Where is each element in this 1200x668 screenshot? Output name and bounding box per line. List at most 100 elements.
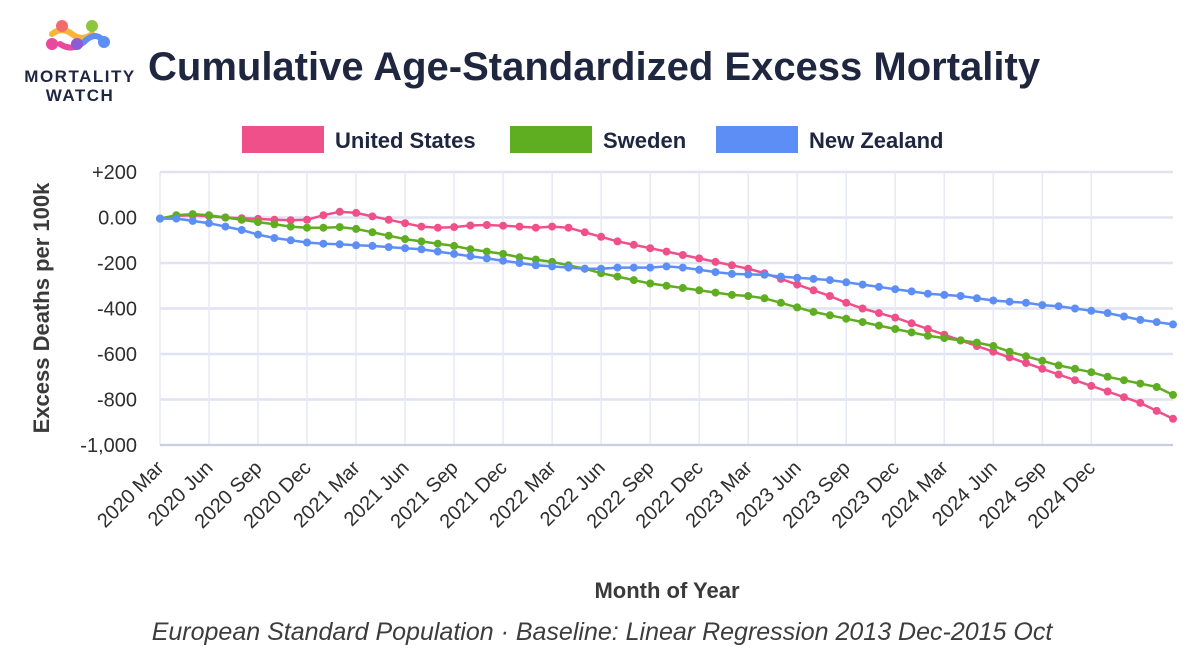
data-point — [1152, 318, 1161, 327]
data-point — [368, 241, 377, 250]
data-point — [482, 247, 491, 256]
y-tick-label: +200 — [92, 162, 137, 184]
data-point — [695, 286, 704, 295]
y-axis-title: Excess Deaths per 100k — [29, 182, 54, 433]
legend-label: United States — [335, 128, 476, 153]
data-point — [858, 280, 867, 289]
data-point — [1022, 298, 1030, 307]
data-point — [809, 307, 818, 316]
data-point — [597, 232, 606, 241]
data-point — [842, 278, 851, 287]
data-point — [695, 265, 704, 274]
legend: United States Sweden New Zealand — [242, 126, 943, 153]
data-point — [793, 273, 802, 282]
data-point — [1022, 352, 1030, 361]
data-point — [1022, 359, 1030, 368]
data-point — [1005, 353, 1014, 362]
data-point — [825, 292, 834, 300]
data-point — [793, 303, 802, 312]
logo-text-line1: MORTALITY — [24, 67, 135, 86]
data-point — [629, 263, 638, 272]
data-point — [580, 228, 589, 237]
data-point — [1071, 364, 1079, 373]
data-point — [629, 276, 638, 285]
data-point — [646, 263, 655, 272]
data-point — [499, 221, 508, 230]
chart-caption: European Standard Population · Baseline:… — [152, 618, 1054, 646]
data-point — [956, 292, 965, 300]
data-point — [678, 284, 687, 292]
data-point — [956, 336, 965, 345]
data-point — [319, 239, 328, 248]
data-point — [727, 269, 736, 278]
data-point — [188, 210, 197, 219]
data-point — [531, 261, 540, 270]
series-layer — [156, 207, 1177, 423]
data-point — [809, 274, 818, 283]
data-point — [1169, 320, 1177, 329]
data-point — [352, 208, 361, 217]
data-point — [1152, 406, 1161, 415]
data-point — [564, 223, 573, 232]
data-point — [1136, 315, 1145, 324]
data-point — [678, 251, 687, 259]
data-point — [646, 279, 655, 288]
data-point — [303, 238, 311, 247]
data-point — [450, 249, 459, 258]
data-point — [1054, 361, 1063, 370]
data-point — [727, 290, 736, 299]
data-point — [352, 241, 361, 250]
data-point — [613, 263, 622, 272]
data-point — [205, 219, 213, 228]
data-point — [450, 223, 459, 232]
data-point — [401, 235, 410, 244]
data-point — [221, 213, 230, 222]
data-point — [858, 318, 867, 327]
data-point — [172, 214, 181, 223]
data-point — [1054, 370, 1063, 379]
data-point — [972, 338, 981, 347]
data-point — [1169, 390, 1177, 399]
data-point — [711, 288, 720, 297]
data-point — [1169, 414, 1177, 423]
data-point — [156, 214, 164, 223]
data-point — [237, 226, 246, 234]
data-point — [629, 240, 638, 249]
data-point — [466, 221, 475, 230]
data-point — [1120, 312, 1128, 321]
data-point — [515, 222, 524, 231]
data-point — [499, 256, 508, 265]
data-point — [989, 342, 998, 350]
data-point — [907, 319, 916, 328]
y-tick-label: -800 — [97, 390, 137, 412]
data-point — [1152, 383, 1161, 391]
data-point — [1103, 372, 1112, 381]
data-point — [1038, 301, 1047, 310]
data-point — [907, 328, 916, 337]
data-point — [270, 220, 279, 229]
series-line — [159, 212, 1174, 397]
data-point — [1038, 356, 1047, 365]
data-point — [760, 270, 769, 279]
y-tick-label: -400 — [97, 299, 137, 321]
data-point — [760, 294, 769, 303]
data-point — [825, 276, 834, 285]
data-point — [989, 296, 998, 305]
data-point — [482, 221, 491, 229]
data-point — [384, 231, 393, 240]
data-point — [989, 347, 998, 356]
data-point — [858, 304, 867, 313]
data-point — [254, 218, 262, 227]
data-point — [188, 216, 197, 225]
data-point — [825, 311, 834, 320]
data-point — [466, 245, 475, 254]
data-point — [744, 264, 753, 273]
y-tick-label: -200 — [97, 253, 137, 275]
data-point — [727, 261, 736, 270]
data-point — [319, 223, 328, 232]
data-point — [613, 272, 622, 281]
data-point — [335, 207, 344, 216]
data-point — [548, 262, 557, 271]
